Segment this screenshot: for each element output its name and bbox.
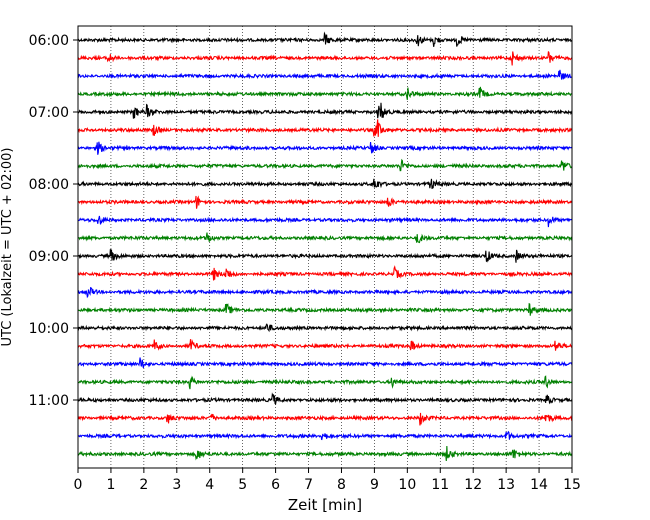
trace-line bbox=[77, 392, 573, 406]
trace-line bbox=[77, 265, 573, 281]
trace-line bbox=[77, 323, 573, 333]
trace-line bbox=[77, 102, 573, 119]
trace-line bbox=[77, 445, 573, 462]
trace-series bbox=[77, 31, 573, 462]
x-tick-label: 1 bbox=[106, 477, 115, 493]
x-tick-label: 11 bbox=[431, 477, 449, 493]
y-tick-label: 11:00 bbox=[29, 393, 69, 409]
trace-line bbox=[77, 412, 573, 426]
trace-line bbox=[77, 375, 573, 390]
trace-line bbox=[77, 302, 573, 316]
trace-line bbox=[77, 286, 573, 299]
y-tick-label: 06:00 bbox=[29, 33, 69, 49]
trace-line bbox=[77, 69, 573, 80]
y-tick-label: 08:00 bbox=[29, 177, 69, 193]
trace-line bbox=[77, 86, 573, 100]
trace-line bbox=[77, 119, 573, 137]
trace-line bbox=[77, 215, 573, 228]
x-tick-label: 6 bbox=[271, 477, 280, 493]
trace-line bbox=[77, 141, 573, 155]
x-tick-label: 9 bbox=[370, 477, 379, 493]
trace-line bbox=[77, 357, 573, 369]
trace-line bbox=[77, 158, 573, 172]
x-tick-label: 7 bbox=[304, 477, 313, 493]
x-axis-label: Zeit [min] bbox=[288, 496, 362, 514]
x-tick-label: 12 bbox=[464, 477, 482, 493]
x-tick-label: 3 bbox=[172, 477, 181, 493]
trace-line bbox=[77, 31, 573, 47]
y-tick-label: 09:00 bbox=[29, 249, 69, 265]
x-tick-label: 4 bbox=[205, 477, 214, 493]
trace-line bbox=[77, 338, 573, 351]
x-tick-label: 13 bbox=[497, 477, 515, 493]
plot-frame bbox=[77, 25, 573, 469]
trace-line bbox=[77, 178, 573, 189]
x-tick-label: 14 bbox=[530, 477, 548, 493]
x-tick-label: 2 bbox=[139, 477, 148, 493]
x-tick-label: 0 bbox=[74, 477, 83, 493]
x-tick-label: 10 bbox=[398, 477, 416, 493]
y-axis-ticks: 06:00 07:00 08:00 09:00 10:00 11:00 bbox=[29, 33, 78, 409]
x-axis-ticks: 0 1 2 3 4 5 6 7 8 9 10 11 12 13 14 15 bbox=[74, 468, 581, 493]
trace-line bbox=[77, 195, 573, 209]
x-tick-label: 8 bbox=[337, 477, 346, 493]
trace-line bbox=[77, 232, 573, 244]
x-tick-label: 5 bbox=[238, 477, 247, 493]
y-tick-label: 10:00 bbox=[29, 321, 69, 337]
y-tick-label: 07:00 bbox=[29, 105, 69, 121]
trace-line bbox=[77, 249, 573, 263]
trace-line bbox=[77, 51, 573, 66]
trace-line bbox=[77, 430, 573, 441]
x-tick-label: 15 bbox=[563, 477, 581, 493]
y-axis-label: UTC (Lokalzeit = UTC + 02:00) bbox=[0, 148, 15, 347]
